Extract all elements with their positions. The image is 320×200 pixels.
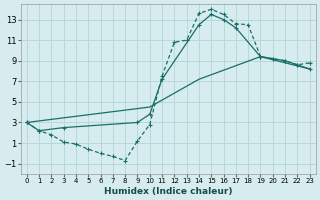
X-axis label: Humidex (Indice chaleur): Humidex (Indice chaleur) bbox=[104, 187, 232, 196]
